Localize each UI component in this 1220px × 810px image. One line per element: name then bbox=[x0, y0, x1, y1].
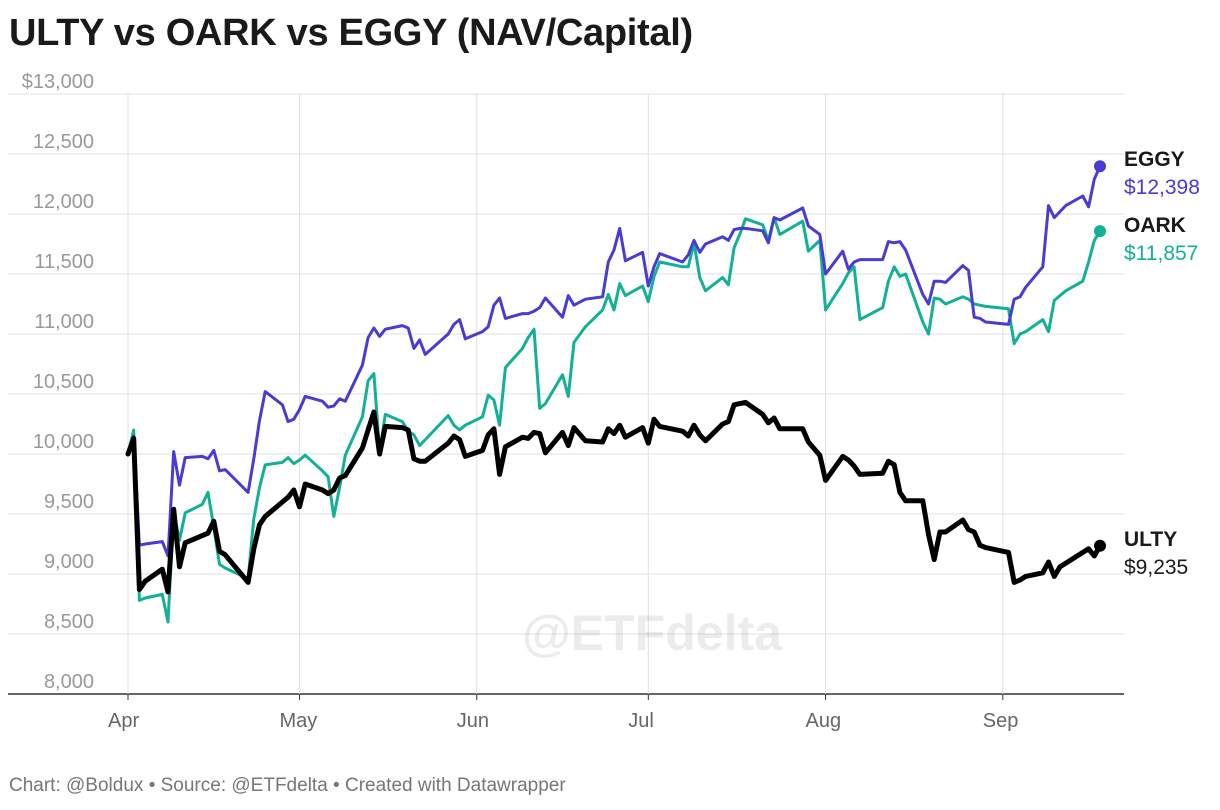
series-label-ulty: ULTY bbox=[1124, 528, 1177, 551]
x-tick-label: Jul bbox=[628, 710, 654, 732]
y-tick-label: 12,500 bbox=[33, 131, 94, 153]
series-label-oark: OARK bbox=[1124, 214, 1186, 237]
x-tick-label: Aug bbox=[806, 710, 842, 732]
y-tick-label: 11,000 bbox=[34, 311, 94, 333]
footer-created-with: Created with Datawrapper bbox=[344, 775, 566, 796]
series-end-dot-oark bbox=[1094, 225, 1106, 238]
series-value-ulty: $9,235 bbox=[1124, 556, 1188, 579]
series-end-dot-ulty bbox=[1094, 539, 1106, 552]
footer-chart-credit: Chart: @Boldux bbox=[9, 775, 144, 796]
series-label-eggy: EGGY bbox=[1124, 148, 1185, 171]
y-axis: 8,000 8,500 9,000 9,500 10,000 10,500 11,000 11… bbox=[22, 71, 94, 693]
y-tick-label: 8,000 bbox=[44, 671, 94, 693]
series-line-ulty bbox=[125, 399, 1103, 595]
y-tick-label: 12,000 bbox=[33, 191, 94, 213]
watermark: @ETFdelta bbox=[522, 605, 783, 661]
y-tick-label: 11,500 bbox=[34, 251, 94, 273]
series-labels: OARK $11,857 EGGY $12,398 ULTY $9,235 bbox=[1124, 148, 1200, 579]
x-tick-label: Apr bbox=[108, 710, 139, 732]
y-tick-label: 10,000 bbox=[33, 431, 94, 453]
y-tick-label: $13,000 bbox=[22, 71, 94, 93]
series-end-dot-eggy bbox=[1094, 160, 1106, 173]
chart-title: ULTY vs OARK vs EGGY (NAV/Capital) bbox=[9, 12, 693, 54]
y-tick-label: 8,500 bbox=[44, 611, 94, 633]
series-line-oark bbox=[126, 216, 1102, 624]
series-value-eggy: $12,398 bbox=[1124, 176, 1200, 199]
footer-separator: • bbox=[148, 775, 156, 796]
x-axis: Apr May Jun Jul Aug Sep bbox=[108, 694, 1018, 732]
footer-separator: • bbox=[333, 775, 340, 796]
series-lines bbox=[125, 160, 1106, 624]
y-tick-label: 10,500 bbox=[33, 371, 94, 393]
gridlines bbox=[8, 93, 1124, 695]
series-line-eggy bbox=[126, 164, 1102, 558]
chart-footer: Chart: @Boldux • Source: @ETFdelta • Cre… bbox=[9, 775, 566, 797]
x-tick-label: Jun bbox=[457, 710, 489, 732]
x-tick-label: Sep bbox=[983, 710, 1019, 732]
y-tick-label: 9,000 bbox=[44, 551, 94, 573]
x-tick-label: May bbox=[280, 710, 318, 732]
footer-source: Source: @ETFdelta bbox=[160, 775, 328, 796]
series-value-oark: $11,857 bbox=[1124, 242, 1198, 265]
y-tick-label: 9,500 bbox=[44, 491, 94, 513]
